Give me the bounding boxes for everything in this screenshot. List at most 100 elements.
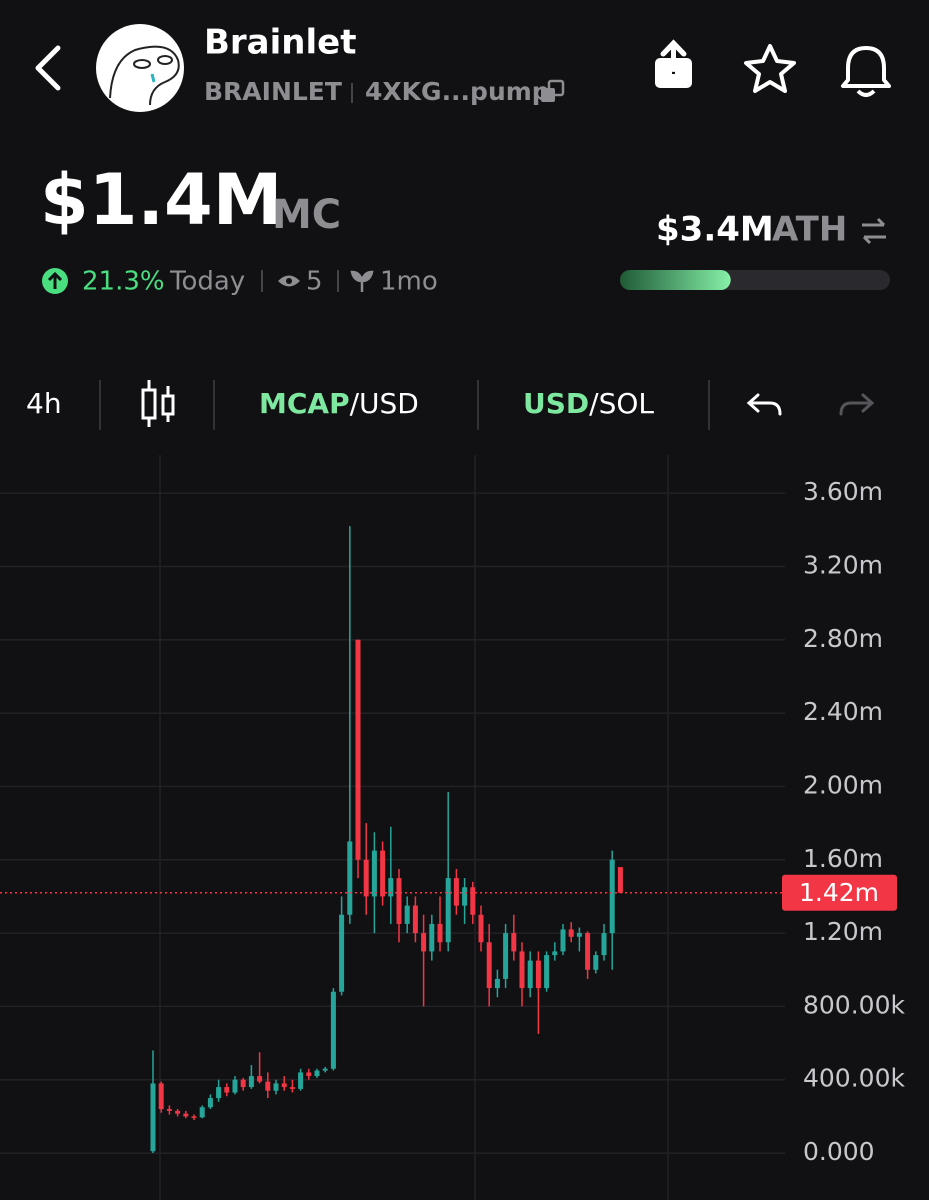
ath-progress-fill: [620, 270, 731, 290]
y-tick-label: 1.60m: [803, 844, 883, 873]
candle-body: [421, 933, 427, 952]
candle-body: [609, 859, 615, 934]
candle-body: [281, 1083, 287, 1088]
candle-body: [552, 951, 558, 956]
candle-body: [199, 1107, 205, 1118]
candle-body: [568, 929, 574, 937]
inactive-option: /SOL: [589, 387, 654, 420]
candle-body: [617, 867, 623, 893]
candle-body: [224, 1087, 230, 1093]
candle-body: [388, 878, 394, 897]
candle-body: [396, 878, 402, 924]
candle-body: [503, 933, 509, 979]
pair-toggle-usd[interactable]: USD/SOL: [523, 387, 654, 420]
active-option: MCAP: [259, 387, 350, 420]
y-tick-label: 3.60m: [803, 477, 883, 506]
token-avatar: [96, 24, 184, 112]
candle-body: [306, 1072, 312, 1077]
change-percent: 21.3%: [82, 267, 165, 297]
candle-body: [486, 942, 492, 989]
candle-body: [216, 1087, 222, 1099]
candle-body: [191, 1116, 197, 1118]
candle-body: [289, 1087, 295, 1089]
change-period: Today: [169, 267, 245, 297]
y-tick-label: 1.20m: [803, 917, 883, 946]
ath-label: ATH: [772, 210, 847, 250]
current-price-label: 1.42m: [799, 878, 879, 907]
market-cap: $1.4M: [40, 159, 282, 241]
candle-body: [183, 1113, 189, 1117]
token-ticker: BRAINLET: [204, 77, 342, 106]
candle-body: [355, 639, 361, 860]
candle-body: [445, 878, 451, 943]
y-tick-label: 2.80m: [803, 624, 883, 653]
candle-body: [462, 887, 468, 906]
sprout-icon: [350, 270, 374, 292]
candle-body: [437, 923, 443, 943]
candle-body: [314, 1070, 320, 1077]
swap-icon[interactable]: [862, 217, 886, 245]
candle-body: [527, 960, 533, 989]
candle-body: [330, 991, 336, 1069]
candle-body: [265, 1081, 271, 1091]
y-tick-label: 400.00k: [803, 1064, 905, 1093]
candle-body: [519, 951, 525, 989]
candle-body: [576, 933, 582, 937]
time-grid: [159, 455, 669, 1200]
undo-button[interactable]: [746, 393, 782, 416]
ath-value: $3.4M: [656, 210, 774, 250]
candle-body: [478, 914, 484, 943]
back-button[interactable]: [35, 45, 61, 91]
candle-body: [601, 933, 607, 956]
candle-body: [593, 955, 599, 970]
candle-body: [494, 978, 500, 989]
candle-body: [150, 1083, 156, 1152]
alert-button[interactable]: [841, 46, 891, 97]
current-price-badge: [782, 874, 897, 911]
candle-body: [158, 1083, 164, 1110]
watchers: 5: [306, 267, 323, 297]
age: 1mo: [380, 267, 438, 297]
candle-body: [257, 1076, 263, 1082]
candle-body: [339, 914, 345, 992]
candle-body: [412, 905, 418, 934]
candlestick-chart: 0.000 400.00k 800.00k 1.20m 1.60m 2.00m 2.40m 2…: [0, 477, 905, 1166]
market-cap-unit: MC: [272, 192, 341, 238]
candle-body: [232, 1079, 238, 1093]
y-tick-label: 2.00m: [803, 770, 883, 799]
token-address: 4XKG...pump: [365, 77, 550, 106]
interval-selector[interactable]: 4h: [26, 387, 62, 420]
candle-body: [544, 955, 550, 989]
inactive-option: /USD: [350, 387, 419, 420]
candle-body: [429, 923, 435, 952]
copy-icon[interactable]: [541, 79, 565, 102]
chart-type-button[interactable]: [141, 380, 175, 427]
candle-body: [535, 960, 541, 989]
candle-body: [298, 1072, 304, 1089]
y-tick-label: 2.40m: [803, 697, 883, 726]
candle-body: [453, 878, 459, 906]
candle-body: [585, 933, 591, 970]
candle-body: [248, 1076, 254, 1088]
candle-body: [363, 859, 369, 897]
change-up-icon: [42, 268, 68, 294]
active-option: USD: [523, 387, 589, 420]
share-button[interactable]: [655, 39, 692, 88]
y-tick-label: 0.000: [803, 1137, 875, 1166]
y-tick-label: 3.20m: [803, 550, 883, 579]
token-name: Brainlet: [204, 23, 356, 63]
favorite-button[interactable]: [744, 44, 796, 93]
candle-body: [511, 933, 517, 952]
candle-body: [404, 905, 410, 924]
candle-body: [347, 841, 353, 915]
candle-body: [470, 887, 476, 915]
candle-body: [560, 929, 566, 952]
eye-icon: [278, 275, 300, 287]
pair-toggle-mcap[interactable]: MCAP/USD: [259, 387, 419, 420]
candle-body: [207, 1098, 213, 1108]
candle-body: [166, 1109, 172, 1111]
y-tick-label: 800.00k: [803, 990, 905, 1019]
